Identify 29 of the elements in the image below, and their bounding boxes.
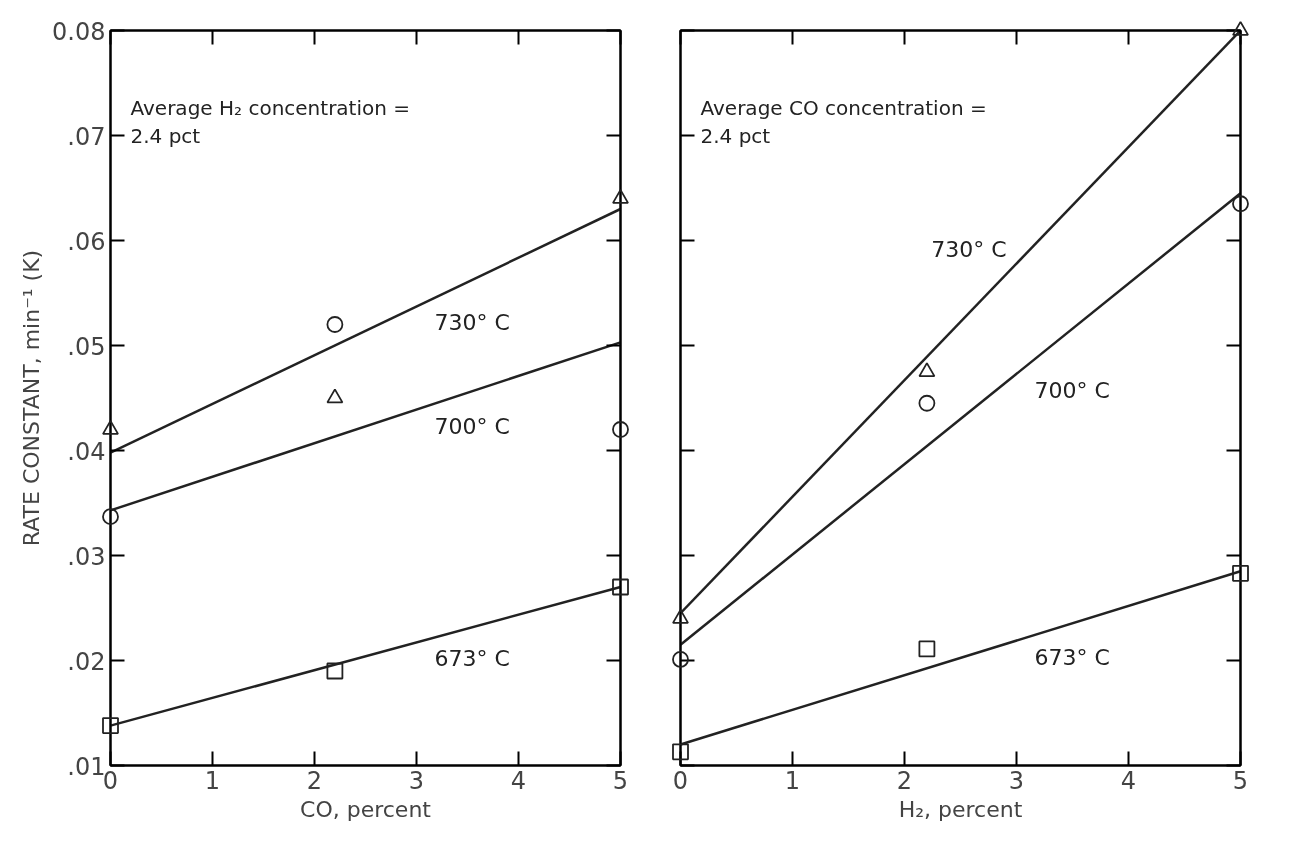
x-axis-title: CO, percent	[300, 796, 432, 822]
series-label: 730° C	[434, 310, 510, 336]
x-tick-label: 4	[510, 766, 527, 795]
y-tick-label: .07	[67, 122, 106, 151]
series-label: 700° C	[434, 413, 510, 439]
x-tick-label: 3	[1008, 766, 1025, 795]
y-axis-title: RATE CONSTANT, min⁻¹ (K)	[19, 249, 45, 547]
y-tick-label: .06	[67, 227, 106, 256]
series-label: 673° C	[434, 646, 510, 672]
series-label: 673° C	[1034, 644, 1110, 670]
x-tick-label: 2	[896, 766, 913, 795]
x-tick-label: 1	[204, 766, 221, 795]
x-tick-label: 5	[612, 766, 629, 795]
y-tick-label: .02	[67, 647, 106, 676]
x-tick-label: 1	[784, 766, 801, 795]
annotation: Average CO concentration = 2.4 pct	[700, 95, 987, 149]
x-tick-label: 2	[306, 766, 323, 795]
y-tick-label: .04	[67, 437, 106, 466]
y-tick-label: 0.08	[52, 17, 106, 46]
y-tick-label: .03	[67, 542, 106, 571]
x-axis-title: H₂, percent	[898, 796, 1023, 822]
series-label: 700° C	[1034, 377, 1110, 403]
annotation: Average H₂ concentration = 2.4 pct	[130, 95, 411, 149]
series-label: 730° C	[931, 236, 1007, 262]
y-tick-label: .05	[67, 332, 106, 361]
x-tick-label: 5	[1232, 766, 1249, 795]
x-tick-label: 0	[672, 766, 689, 795]
x-tick-label: 4	[1120, 766, 1137, 795]
x-tick-label: 3	[408, 766, 425, 795]
